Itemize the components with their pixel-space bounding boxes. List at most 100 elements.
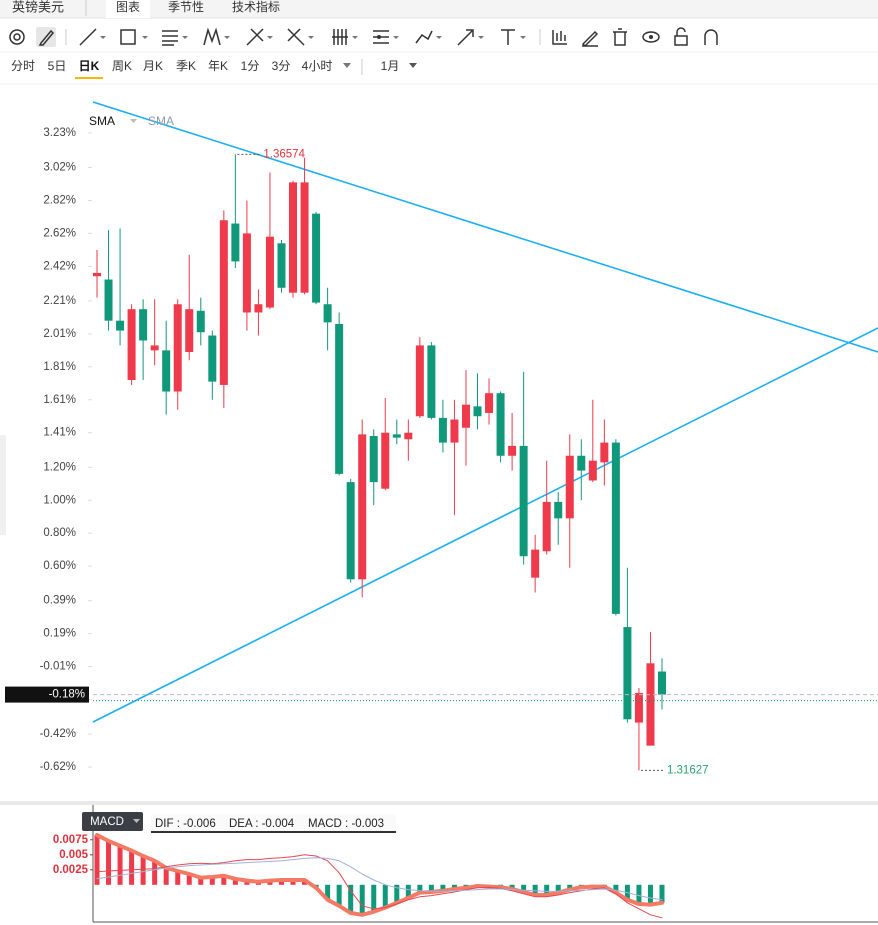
candle-body (116, 320, 125, 331)
y-tick-label: 0.005 (59, 849, 88, 861)
dropdown-arrow[interactable] (130, 119, 137, 123)
macd-bar (267, 880, 273, 885)
tool-icon[interactable] (457, 29, 484, 46)
period[interactable]: 1分 (241, 59, 260, 73)
dropdown-arrow[interactable] (133, 819, 140, 823)
candle-body (208, 335, 217, 382)
trend-line (92, 101, 878, 353)
period-select[interactable]: 1月 (381, 59, 400, 73)
period[interactable]: 季K (176, 59, 196, 73)
dropdown-arrow[interactable] (409, 63, 417, 68)
candle-body (312, 213, 321, 303)
candle-body (646, 663, 655, 746)
high-label: 1.36574 (263, 148, 305, 160)
trend-line (92, 327, 878, 723)
tool-icon[interactable] (501, 29, 526, 45)
y-tick-label: 0.39% (43, 595, 76, 607)
tool-icon[interactable] (704, 29, 718, 45)
candle-body (265, 236, 274, 308)
macd-line (95, 833, 664, 917)
macd-bar (394, 884, 400, 903)
y-tick-label: -0.01% (40, 661, 76, 673)
period[interactable]: 3分 (272, 59, 291, 73)
tool-icon[interactable] (415, 30, 442, 44)
macd-bar (659, 884, 665, 903)
candle-body (450, 419, 459, 443)
candle-body (485, 393, 494, 413)
tool-icon[interactable] (674, 27, 688, 46)
candle-body (346, 482, 355, 580)
last-price-label: -0.18% (49, 689, 85, 701)
tool-icon[interactable] (332, 29, 358, 45)
tool-icon[interactable] (613, 28, 627, 46)
macd-bar (371, 884, 377, 912)
candle-body (219, 220, 228, 385)
tool-icon[interactable] (79, 28, 106, 46)
tool-icon[interactable] (642, 31, 660, 43)
signal-line (96, 857, 663, 901)
candle-body (289, 182, 298, 293)
tool-icon[interactable] (120, 29, 148, 45)
tool-icon[interactable] (36, 27, 56, 47)
macd-bar (209, 877, 215, 885)
indicator-label[interactable]: SMA (148, 114, 174, 128)
tab[interactable]: 图表 (116, 0, 140, 14)
macd-bar (152, 860, 158, 885)
macd-label[interactable]: MACD (90, 816, 124, 828)
symbol: 英镑美元 (12, 0, 64, 14)
period[interactable]: 4小时 (302, 59, 333, 73)
tool-icon[interactable] (552, 30, 567, 45)
period[interactable]: 年K (208, 59, 228, 73)
period[interactable]: 月K (143, 59, 163, 73)
y-tick-label: 1.00% (43, 494, 76, 506)
candle-body (196, 310, 205, 333)
tool-icon[interactable] (581, 30, 599, 48)
macd-badge[interactable] (82, 812, 143, 831)
tool-icon[interactable] (246, 28, 273, 46)
y-tick-label: 1.81% (43, 361, 76, 373)
candle-body (369, 436, 378, 483)
y-tick-label: 0.80% (43, 527, 76, 539)
macd-bar (198, 877, 204, 885)
candle-body (358, 434, 367, 580)
y-tick-label: 0.19% (43, 628, 76, 640)
signal-line (96, 854, 663, 919)
y-tick-label: 2.42% (43, 260, 76, 272)
candle-body (392, 434, 401, 438)
tab[interactable]: 技术指标 (232, 0, 280, 14)
period[interactable]: 分时 (11, 59, 35, 73)
candle-body (415, 345, 424, 417)
tool-icon[interactable] (287, 28, 314, 46)
macd-bar (221, 875, 227, 885)
macd-bar (129, 850, 135, 885)
y-tick-label: 2.21% (43, 295, 76, 307)
macd-bar (647, 884, 653, 905)
candle-body (277, 243, 286, 288)
y-tick-label: 0.0025 (53, 864, 89, 876)
period[interactable]: 日K (79, 59, 100, 73)
macd-bar (325, 884, 331, 900)
tool-icon[interactable] (9, 29, 25, 45)
candle-body (139, 309, 148, 341)
macd-bar (244, 880, 250, 885)
period[interactable]: 周K (112, 59, 132, 73)
tab[interactable]: 季节性 (168, 0, 204, 14)
tool-icon[interactable] (373, 30, 399, 44)
active-tab (106, 0, 150, 18)
candle-body (127, 309, 136, 380)
candle-body (565, 455, 574, 519)
candle-body (427, 345, 436, 418)
period[interactable]: 5日 (48, 59, 67, 73)
candle-body (231, 223, 240, 262)
dropdown-arrow[interactable] (343, 63, 351, 68)
macd-bar (106, 841, 112, 885)
tool-icon[interactable] (162, 30, 188, 46)
indicator-label[interactable]: SMA (89, 114, 115, 128)
candle-body (162, 350, 171, 392)
pane-separator (0, 801, 878, 805)
tool-icon[interactable] (203, 27, 230, 46)
macd-bar (302, 880, 308, 885)
candle-body (461, 404, 470, 428)
macd-bar (175, 871, 181, 885)
side-handle[interactable] (0, 435, 6, 535)
